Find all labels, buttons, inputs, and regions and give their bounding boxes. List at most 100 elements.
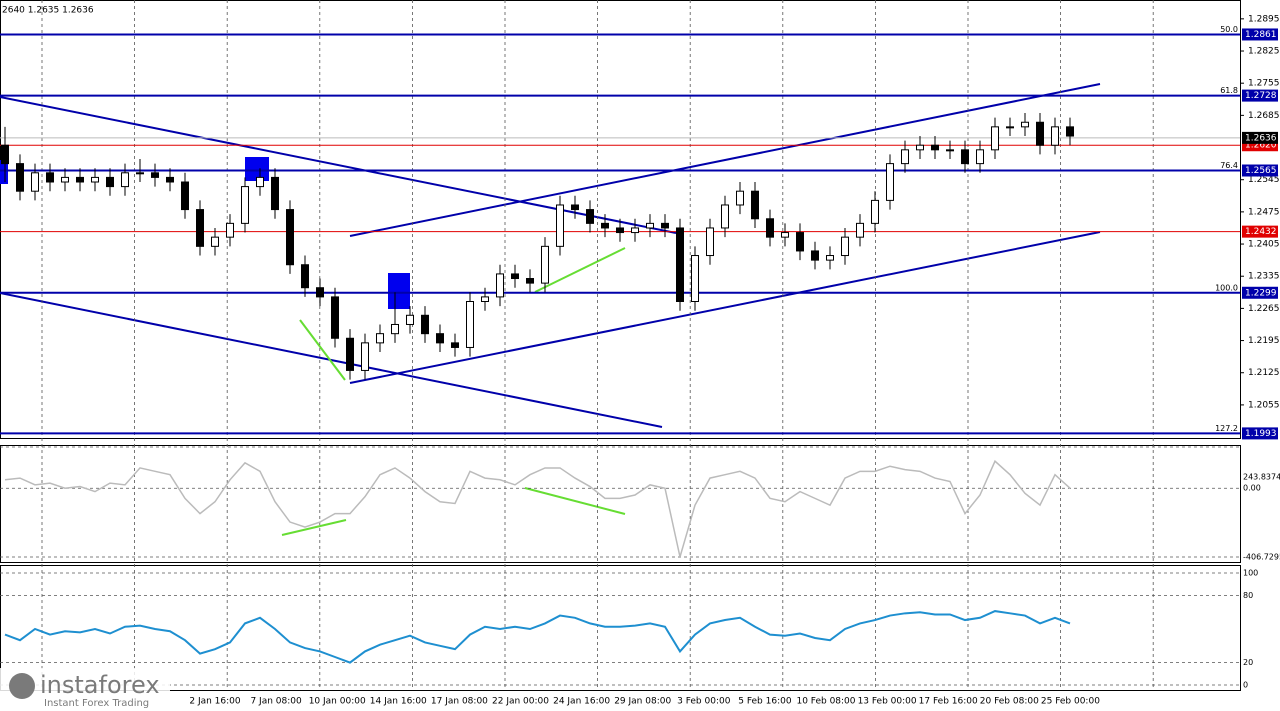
divergence-line [281,519,347,536]
candle-body [526,278,534,284]
x-tick-label: 7 Jan 08:00 [250,697,302,707]
candle-body [436,333,444,344]
candle-body [316,287,324,298]
level-price: 1.2565 [1245,166,1277,176]
candle-body [331,296,339,339]
candle-body [31,172,39,192]
x-tick-label: 17 Jan 08:00 [431,697,488,707]
candle-body [1021,121,1029,128]
candle-body [466,300,474,348]
x-tick-label: 10 Jan 00:00 [309,697,366,707]
line-price: 1.2620 [1245,141,1277,151]
indicator-tick-label: 20 [1243,658,1253,667]
indicator-tick-label: 243.8374 [1243,473,1280,482]
price-box [1242,427,1278,440]
price-box [1242,28,1278,41]
trend-line [349,231,1101,384]
y-tick-label: 1.2685 [1248,111,1280,121]
candle-body [886,163,894,201]
x-tick-label: 22 Jan 00:00 [492,697,549,707]
level-name: 127.2 [1215,424,1238,433]
y-tick-label: 1.2055 [1248,400,1280,410]
x-tick-label: 25 Feb 00:00 [1041,697,1100,707]
candle-body [691,255,699,302]
candle-body [61,176,69,183]
candle-body [1036,121,1044,146]
candle-body [841,236,849,257]
candle-body [796,232,804,252]
candle-body [946,149,954,152]
y-tick-label: 1.2545 [1248,175,1280,185]
candle-body [511,273,519,280]
candle-body [346,337,354,371]
indicator-tick-label: -406.7295 [1243,553,1280,562]
candle-body [916,144,924,151]
candle-body [556,204,564,247]
y-tick-label: 1.2755 [1248,79,1280,89]
candle-body [661,222,669,229]
x-tick-label: 13 Feb 00:00 [858,697,917,707]
candle-body [91,176,99,183]
line-price: 1.2432 [1245,227,1277,237]
indicator-tick-label: 80 [1243,591,1253,600]
candle-body [601,222,609,229]
candle-body [586,209,594,224]
x-tick-label: 10 Feb 08:00 [796,697,855,707]
y-tick-label: 1.2475 [1248,207,1280,217]
candle-body [76,176,84,183]
logo-icon [9,673,35,699]
level-name: 100.0 [1215,283,1238,292]
indicator-tick-label: 100 [1243,569,1258,578]
price-box [1242,164,1278,177]
candle-body [706,227,714,257]
candle-body [226,222,234,238]
candle-body [451,342,459,348]
candle-body [1051,126,1059,146]
header-text: 2640 1.2635 1.2636 [2,6,94,16]
x-tick-label: 24 Jan 16:00 [553,697,610,707]
marker-box [388,273,410,309]
x-tick-label: 29 Jan 08:00 [614,697,671,707]
price-box [1242,225,1278,238]
candle-body [286,209,294,266]
trend-line [349,83,1101,237]
candle-body [901,149,909,165]
y-tick-label: 1.2125 [1248,368,1280,378]
logo: instaforex Instant Forex Trading [0,668,170,711]
candle-body [646,222,654,229]
candle-body [766,218,774,238]
candle-body [1,144,9,165]
main-panel [0,0,1241,439]
current-price: 1.2636 [1245,133,1277,143]
candle-body [976,149,984,165]
y-tick-label: 1.2265 [1248,304,1280,314]
candle-body [376,333,384,344]
candle-body [571,204,579,211]
candle-body [301,264,309,289]
level-name: 50.0 [1220,25,1238,34]
candle-body [826,255,834,261]
candle-body [871,199,879,224]
candle-body [256,176,264,188]
price-box [1242,89,1278,102]
y-tick-label: 1.2335 [1248,272,1280,282]
x-tick-label: 14 Jan 16:00 [370,697,427,707]
rsi-panel [0,565,1241,691]
candle-body [211,236,219,247]
candle-body [271,176,279,211]
candle-body [631,227,639,234]
candle-body [196,209,204,247]
indicator-line [4,610,1071,664]
candle-body [46,172,54,183]
candle-body [241,186,249,224]
x-tick-label: 20 Feb 08:00 [980,697,1039,707]
candle-body [481,296,489,302]
candle-body [181,181,189,211]
y-tick-label: 1.2195 [1248,336,1280,346]
candle-body [166,176,174,183]
candle-body [751,190,759,220]
candle-body [736,190,744,206]
candle-body [106,176,114,188]
